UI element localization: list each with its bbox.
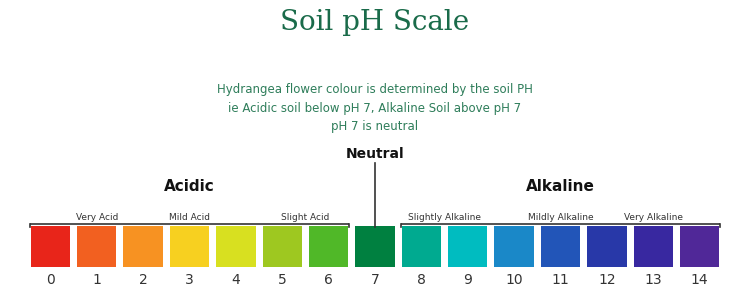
- Text: Mild Acid: Mild Acid: [169, 213, 210, 222]
- Bar: [77, 226, 116, 267]
- Text: 9: 9: [464, 273, 472, 287]
- Text: 0: 0: [46, 273, 55, 287]
- Text: 4: 4: [232, 273, 240, 287]
- Bar: [541, 226, 580, 267]
- Bar: [402, 226, 441, 267]
- Bar: [634, 226, 673, 267]
- Text: 8: 8: [417, 273, 426, 287]
- Bar: [309, 226, 348, 267]
- Text: Slightly Alkaline: Slightly Alkaline: [408, 213, 481, 222]
- Text: 5: 5: [278, 273, 286, 287]
- Bar: [31, 226, 70, 267]
- Bar: [356, 226, 395, 267]
- Text: Hydrangea flower colour is determined by the soil PH
ie Acidic soil below pH 7, : Hydrangea flower colour is determined by…: [217, 83, 533, 133]
- Bar: [494, 226, 534, 267]
- Bar: [170, 226, 209, 267]
- Text: 12: 12: [598, 273, 616, 287]
- Bar: [587, 226, 626, 267]
- Text: 3: 3: [185, 273, 194, 287]
- Text: Acidic: Acidic: [164, 178, 214, 194]
- Text: Neutral: Neutral: [346, 147, 404, 161]
- Bar: [448, 226, 488, 267]
- Bar: [124, 226, 163, 267]
- Bar: [680, 226, 719, 267]
- Text: 1: 1: [92, 273, 101, 287]
- Text: Alkaline: Alkaline: [526, 178, 595, 194]
- Text: 6: 6: [324, 273, 333, 287]
- Text: 2: 2: [139, 273, 148, 287]
- Text: 7: 7: [370, 273, 380, 287]
- Text: 11: 11: [552, 273, 569, 287]
- Bar: [216, 226, 256, 267]
- Text: 10: 10: [506, 273, 523, 287]
- Text: Very Acid: Very Acid: [76, 213, 118, 222]
- Text: Soil pH Scale: Soil pH Scale: [280, 9, 470, 36]
- Text: Mildly Alkaline: Mildly Alkaline: [528, 213, 593, 222]
- Text: Very Alkaline: Very Alkaline: [624, 213, 682, 222]
- Bar: [262, 226, 302, 267]
- Text: 13: 13: [644, 273, 662, 287]
- Text: Slight Acid: Slight Acid: [281, 213, 329, 222]
- Text: 14: 14: [691, 273, 709, 287]
